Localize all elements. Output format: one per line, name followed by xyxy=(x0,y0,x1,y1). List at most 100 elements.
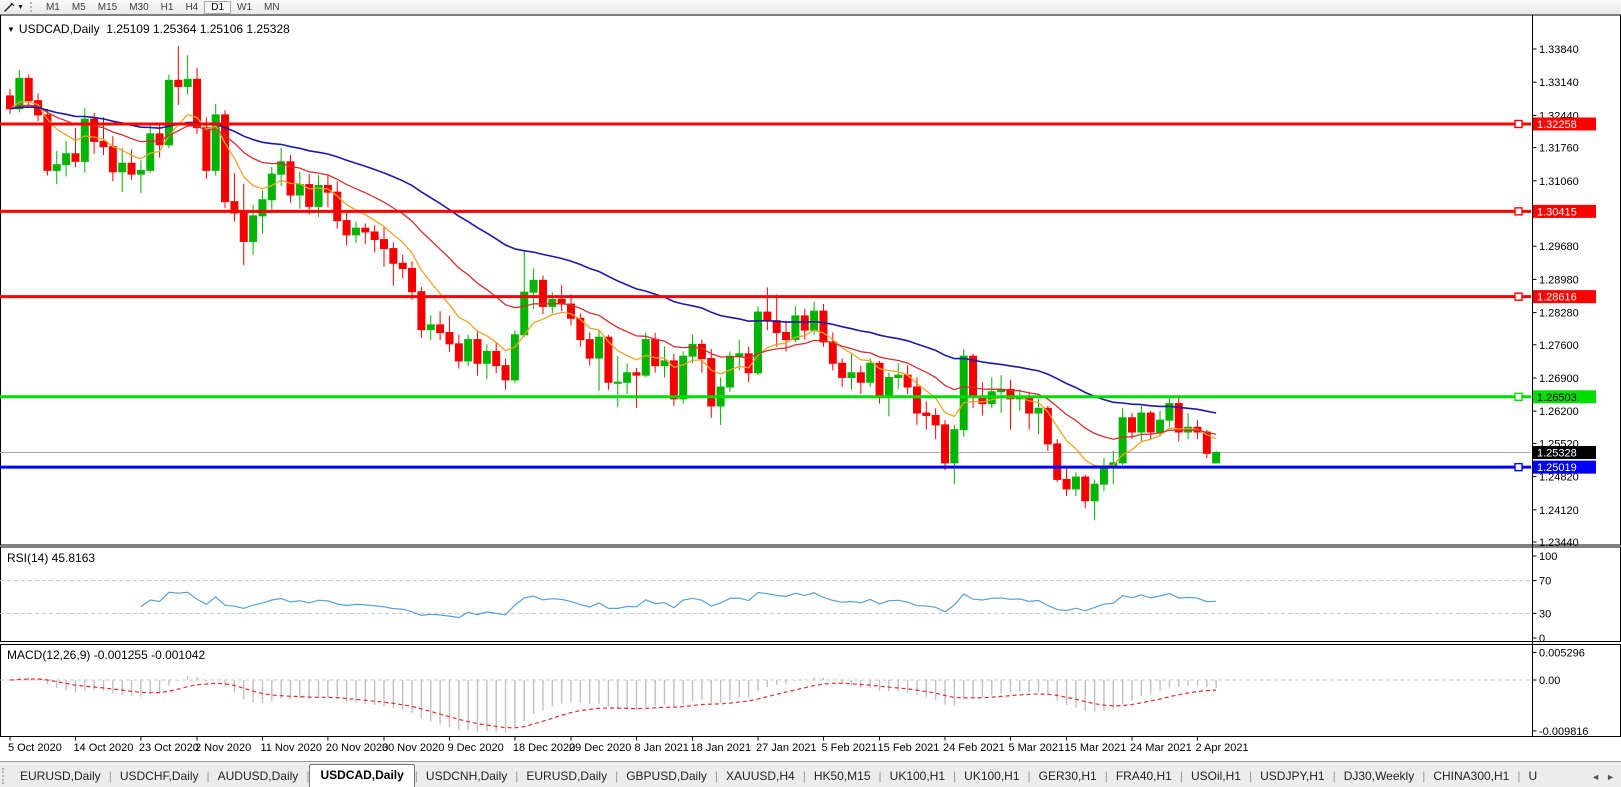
level-handle[interactable] xyxy=(1514,462,1523,472)
collapse-chart-icon[interactable]: ▼ xyxy=(7,25,15,34)
candle-body xyxy=(585,339,594,359)
rsi-tick-label: 30 xyxy=(1539,608,1551,620)
chart-window: 1.338401.331401.324401.317601.310601.303… xyxy=(0,14,1621,761)
date-label: 15 Feb 2021 xyxy=(878,742,940,754)
candle-body xyxy=(595,336,604,359)
timeframe-button-M5[interactable]: M5 xyxy=(71,1,86,13)
timeframe-button-W1[interactable]: W1 xyxy=(237,1,253,13)
date-label: 5 Oct 2020 xyxy=(8,742,62,754)
macd-tick-label: -0.009816 xyxy=(1539,726,1589,738)
price-tick-label: 1.27600 xyxy=(1539,340,1579,352)
tab-separator: | xyxy=(306,769,310,783)
price-chart[interactable]: 1.338401.331401.324401.317601.310601.303… xyxy=(0,14,1621,761)
timeframe-button-H4[interactable]: H4 xyxy=(185,1,199,13)
tab-eurusd-daily[interactable]: EURUSD,Daily xyxy=(526,769,608,783)
candle-body xyxy=(426,324,435,331)
level-handle[interactable] xyxy=(1514,119,1523,129)
tab-usdcad-daily[interactable]: USDCAD,Daily xyxy=(309,764,415,787)
candle-body xyxy=(912,386,921,414)
candle-body xyxy=(314,185,323,207)
tab-eurusd-daily[interactable]: EURUSD,Daily xyxy=(20,769,101,783)
timeframe-button-M30[interactable]: M30 xyxy=(129,1,149,13)
timeframe-button-H1[interactable]: H1 xyxy=(160,1,174,13)
main-plot xyxy=(0,46,1531,521)
level-handle[interactable] xyxy=(1514,292,1523,301)
timeframe-button-D1[interactable]: D1 xyxy=(204,0,232,14)
tab-china300-h1[interactable]: CHINA300,H1 xyxy=(1433,769,1510,783)
tab-usdchf-daily[interactable]: USDCHF,Daily xyxy=(119,769,199,783)
candle-body xyxy=(1081,476,1090,502)
rsi-tick-label: 70 xyxy=(1539,576,1551,588)
rsi-line xyxy=(140,591,1217,619)
tab-audusd-daily[interactable]: AUDUSD,Daily xyxy=(217,769,299,783)
candle-body xyxy=(221,114,230,203)
candle-body xyxy=(707,358,716,407)
candle-body xyxy=(754,311,762,374)
tab-separator: | xyxy=(1332,769,1336,783)
candle-body xyxy=(6,95,14,110)
scroll-tabs-left-icon[interactable]: ◄ xyxy=(1591,772,1601,782)
candle-body xyxy=(295,184,304,196)
rsi-tick-label: 100 xyxy=(1539,551,1557,563)
candle-body xyxy=(847,372,856,379)
candle-body xyxy=(922,412,931,416)
date-label: 18 Jan 2021 xyxy=(691,742,752,754)
candle-body xyxy=(90,118,99,142)
tab-usoil-h1[interactable]: USOil,H1 xyxy=(1190,769,1241,783)
timeframe-button-M15[interactable]: M15 xyxy=(97,1,118,13)
level-handle[interactable] xyxy=(1514,392,1523,402)
scroll-tabs-right-icon[interactable]: ► xyxy=(1606,772,1615,782)
tab-xauusd-h4[interactable]: XAUUSD,H4 xyxy=(726,769,795,783)
candle-body xyxy=(1043,407,1052,445)
candle-body xyxy=(1006,388,1015,400)
candle-body xyxy=(1071,476,1080,490)
candle-body xyxy=(688,343,697,357)
candle-body xyxy=(239,212,248,242)
tab-uk100-h1[interactable]: UK100,H1 xyxy=(964,769,1020,783)
date-label: 11 Nov 2020 xyxy=(260,742,322,754)
timeframe-button-M1[interactable]: M1 xyxy=(45,1,60,13)
price-level-box xyxy=(1533,117,1596,131)
macd-signal-line xyxy=(9,678,1217,729)
tab-usdcnh-daily[interactable]: USDCNH,Daily xyxy=(425,769,508,783)
candle-body xyxy=(1146,412,1155,433)
chart-title-ohlc: 1.25109 1.25364 1.25106 1.25328 xyxy=(106,22,290,36)
candle-body xyxy=(548,298,557,307)
pointer-tool-icon xyxy=(4,2,15,12)
timeframe-button-MN[interactable]: MN xyxy=(264,1,280,13)
level-handle[interactable] xyxy=(1514,207,1523,216)
tab-overflow[interactable]: U xyxy=(1528,769,1538,783)
candle-body xyxy=(370,231,379,241)
candle-body xyxy=(838,362,847,379)
price-tick-label: 1.26900 xyxy=(1539,373,1579,385)
toolbar-grip[interactable] xyxy=(29,2,37,12)
tab-dj30-weekly[interactable]: DJ30,Weekly xyxy=(1343,769,1415,783)
candle-body xyxy=(193,78,201,129)
candle-body xyxy=(1118,417,1127,464)
candle-body xyxy=(164,79,173,146)
tab-uk100-h1[interactable]: UK100,H1 xyxy=(889,769,946,783)
tabbar-grip[interactable] xyxy=(2,768,10,784)
candle-body xyxy=(1174,403,1183,433)
tab-usdjpy-h1[interactable]: USDJPY,H1 xyxy=(1260,769,1325,783)
price-tick-label: 1.29680 xyxy=(1539,241,1579,253)
candle-body xyxy=(277,161,286,175)
tab-ger30-h1[interactable]: GER30,H1 xyxy=(1038,769,1097,783)
macd-indicator-label: MACD(12,26,9) -0.001255 -0.001042 xyxy=(7,648,206,662)
tab-fra40-h1[interactable]: FRA40,H1 xyxy=(1115,769,1172,783)
chart-cursor-tool[interactable]: ▼ xyxy=(0,1,27,13)
tab-separator: | xyxy=(1248,769,1253,783)
candle-body xyxy=(1090,483,1099,502)
tab-gbpusd-daily[interactable]: GBPUSD,Daily xyxy=(626,769,707,783)
candle-body xyxy=(389,248,398,264)
tab-hk50-m15[interactable]: HK50,M15 xyxy=(813,769,871,783)
date-label: 2 Apr 2021 xyxy=(1195,742,1248,754)
tab-separator: | xyxy=(515,769,519,783)
price-axis[interactable]: 1.338401.331401.324401.317601.310601.303… xyxy=(1532,44,1597,549)
candle-body xyxy=(482,350,491,364)
price-tick-label: 1.23440 xyxy=(1539,537,1579,549)
candle-body xyxy=(351,227,360,236)
candle-body xyxy=(1212,452,1221,464)
candle-body xyxy=(632,372,641,376)
